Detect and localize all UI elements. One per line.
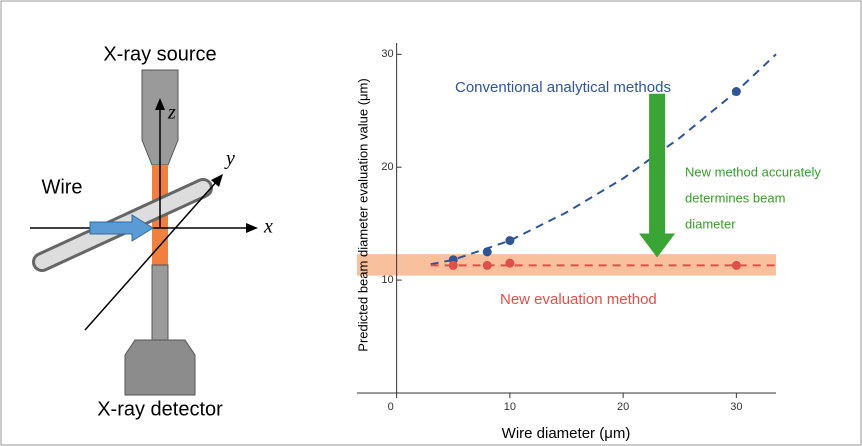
point <box>482 260 492 270</box>
source-label: X-ray source <box>103 43 216 65</box>
x-tick-label: 30 <box>730 401 742 413</box>
arrow-head <box>211 174 223 187</box>
fit-line <box>430 53 777 266</box>
detector-label: X-ray detector <box>97 398 223 420</box>
arrow-head <box>246 223 258 233</box>
detector <box>124 339 196 396</box>
y-tick-label: 30 <box>381 48 393 60</box>
series-label: New evaluation method <box>500 291 657 308</box>
x-tick-label: 20 <box>617 401 629 413</box>
diagram: X-ray source X-ray detector Wire z y x <box>30 43 273 420</box>
y-tick-label: 20 <box>381 161 393 173</box>
axis-letter: y <box>224 148 235 170</box>
point <box>482 247 492 257</box>
chart: 0 10 20 30 10 20 30 Wire diameter (μm) Predicted… <box>355 43 821 442</box>
arrow <box>639 93 676 258</box>
arrow-head <box>155 98 165 110</box>
x-tick-label: 10 <box>504 401 516 413</box>
detector-tube <box>151 264 169 341</box>
point <box>731 87 741 97</box>
wire-label: Wire <box>41 176 82 198</box>
series-label: Conventional analytical methods <box>455 79 671 96</box>
x-axis-label: Wire diameter (μm) <box>502 425 631 442</box>
point <box>505 236 515 246</box>
annotation: New method accurately <box>685 164 821 179</box>
annotation: determines beam <box>685 190 785 205</box>
y-tick-label: 10 <box>381 274 393 286</box>
point <box>448 260 458 270</box>
band <box>357 254 776 276</box>
point <box>731 260 741 270</box>
x-tick-label: 0 <box>388 401 394 413</box>
y-axis-arrow <box>84 179 219 331</box>
annotation: diameter <box>685 216 736 231</box>
y-axis-label: Predicted beam diameter evaluation value… <box>355 78 370 351</box>
axis-letter: x <box>263 216 273 238</box>
wire-motion-arrow <box>89 214 154 242</box>
point <box>505 258 515 268</box>
axis-letter: z <box>167 102 176 124</box>
